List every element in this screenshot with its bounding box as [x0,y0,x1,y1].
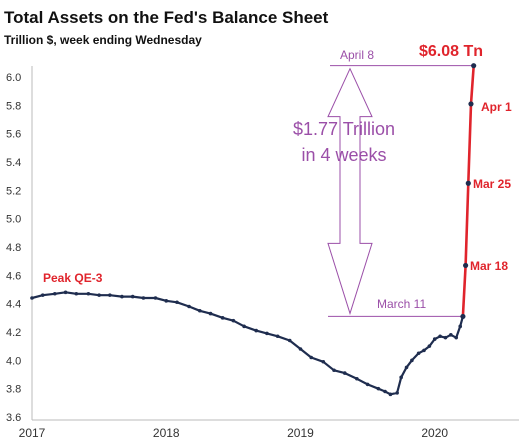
annotation-april8: April 8 [340,48,374,62]
y-tick-label: 4.8 [6,242,21,254]
annotation-growth-line2: in 4 weeks [301,145,386,165]
y-tick-label: 5.8 [6,100,21,112]
y-tick-label: 6.0 [6,72,21,84]
annotation-peak-qe3: Peak QE-3 [43,271,103,285]
data-point [465,180,471,186]
y-tick-label: 5.4 [6,157,21,169]
data-point [355,376,359,381]
y-tick-label: 4.0 [6,355,21,367]
data-point [365,382,370,387]
data-point [63,290,68,295]
data-point [141,296,146,300]
data-point [468,101,474,107]
data-point [130,294,135,299]
y-tick-label: 5.6 [6,129,21,141]
y-tick-labels: 3.6 3.8 4.0 4.2 4.4 4.6 4.8 5.0 5.2 5.4 5.6 5.8 6.0 [6,72,21,424]
chart-subtitle: Trillion $, week ending Wednesday [4,33,202,47]
y-tick-label: 4.2 [6,327,21,339]
data-point [399,375,403,380]
data-point [108,293,112,297]
data-point [443,335,448,340]
data-point [432,337,437,341]
annotation-march11: March 11 [377,297,426,311]
data-point [153,296,158,300]
annotation-total: $6.08 Tn [419,43,483,60]
annotation-mar25: Mar 25 [473,177,511,191]
annotation-mar18: Mar 18 [470,259,508,273]
data-point [175,300,179,305]
data-point [416,351,421,356]
data-point [460,313,466,320]
data-point [471,63,477,69]
data-point [74,291,79,296]
data-point [404,365,409,370]
data-point [254,328,258,333]
data-point [458,324,463,329]
data-point [231,318,236,323]
y-tick-label: 5.2 [6,185,21,197]
data-point [298,347,303,351]
data-point [395,391,399,395]
data-point [454,335,459,340]
x-tick-label: 2017 [19,426,46,440]
data-point [332,368,336,373]
y-tick-label: 4.4 [6,299,21,311]
x-tick-label: 2020 [421,426,448,440]
data-point [265,331,269,336]
data-point [86,291,91,296]
y-tick-label: 3.6 [6,412,21,424]
data-point [449,333,453,337]
data-point [342,371,347,375]
data-point [40,293,45,297]
data-point [321,359,326,364]
data-point [198,308,202,313]
data-point [388,392,393,397]
annotation-apr1: Apr 1 [481,100,512,114]
data-point [376,386,381,391]
data-point [383,389,387,394]
x-tick-labels: 2017 2018 2019 2020 [19,426,449,440]
x-tick-label: 2018 [153,426,180,440]
data-point [410,358,414,363]
series-layer [30,63,477,397]
data-point [275,334,280,339]
data-point [220,316,225,320]
data-point [427,344,432,348]
data-point [438,334,442,339]
data-point [53,291,57,296]
y-tick-label: 3.8 [6,384,21,396]
data-point [208,311,213,316]
growth-arrow [327,67,373,316]
data-point [242,324,246,329]
x-tick-label: 2019 [287,426,314,440]
data-point [463,262,469,269]
data-point [187,304,191,309]
data-point [30,296,34,300]
chart-title: Total Assets on the Fed's Balance Sheet [4,8,329,27]
annotation-growth-line1: $1.77 Trillion [293,119,395,139]
data-point [164,299,169,303]
data-point [287,338,292,343]
data-point [120,294,124,299]
data-point [422,348,426,353]
data-point [97,293,101,297]
y-tick-label: 4.6 [6,270,21,282]
y-tick-label: 5.0 [6,214,21,226]
data-point [309,355,314,360]
